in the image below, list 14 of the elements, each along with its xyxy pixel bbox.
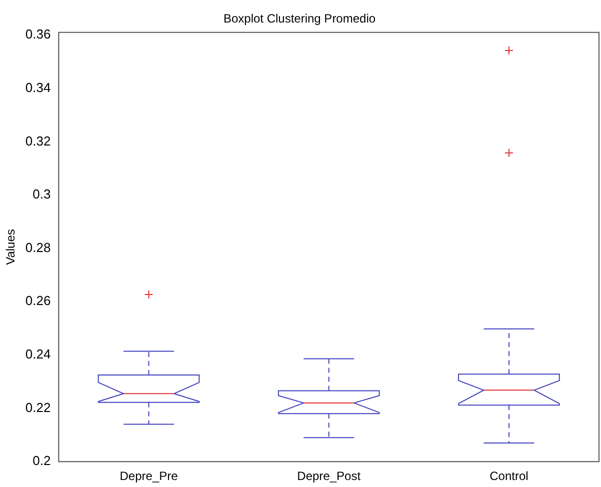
- y-axis-title: Values: [4, 229, 18, 265]
- x-tick-label: Depre_Pre: [120, 469, 178, 484]
- y-tick-label: 0.34: [25, 80, 51, 95]
- y-tick-label: 0.32: [25, 133, 51, 148]
- chart-title: Boxplot Clustering Promedio: [223, 12, 376, 26]
- y-tick-label: 0.22: [25, 400, 51, 415]
- y-tick-label: 0.2: [32, 453, 51, 468]
- y-tick-label: 0.36: [25, 26, 51, 42]
- x-tick-label: Control: [490, 469, 528, 484]
- x-tick-label: Depre_Post: [297, 469, 362, 484]
- y-tick-label: 0.26: [25, 293, 51, 308]
- y-tick-label: 0.3: [32, 186, 51, 202]
- y-tick-label: 0.28: [25, 240, 51, 255]
- y-tick-label: 0.24: [25, 346, 51, 362]
